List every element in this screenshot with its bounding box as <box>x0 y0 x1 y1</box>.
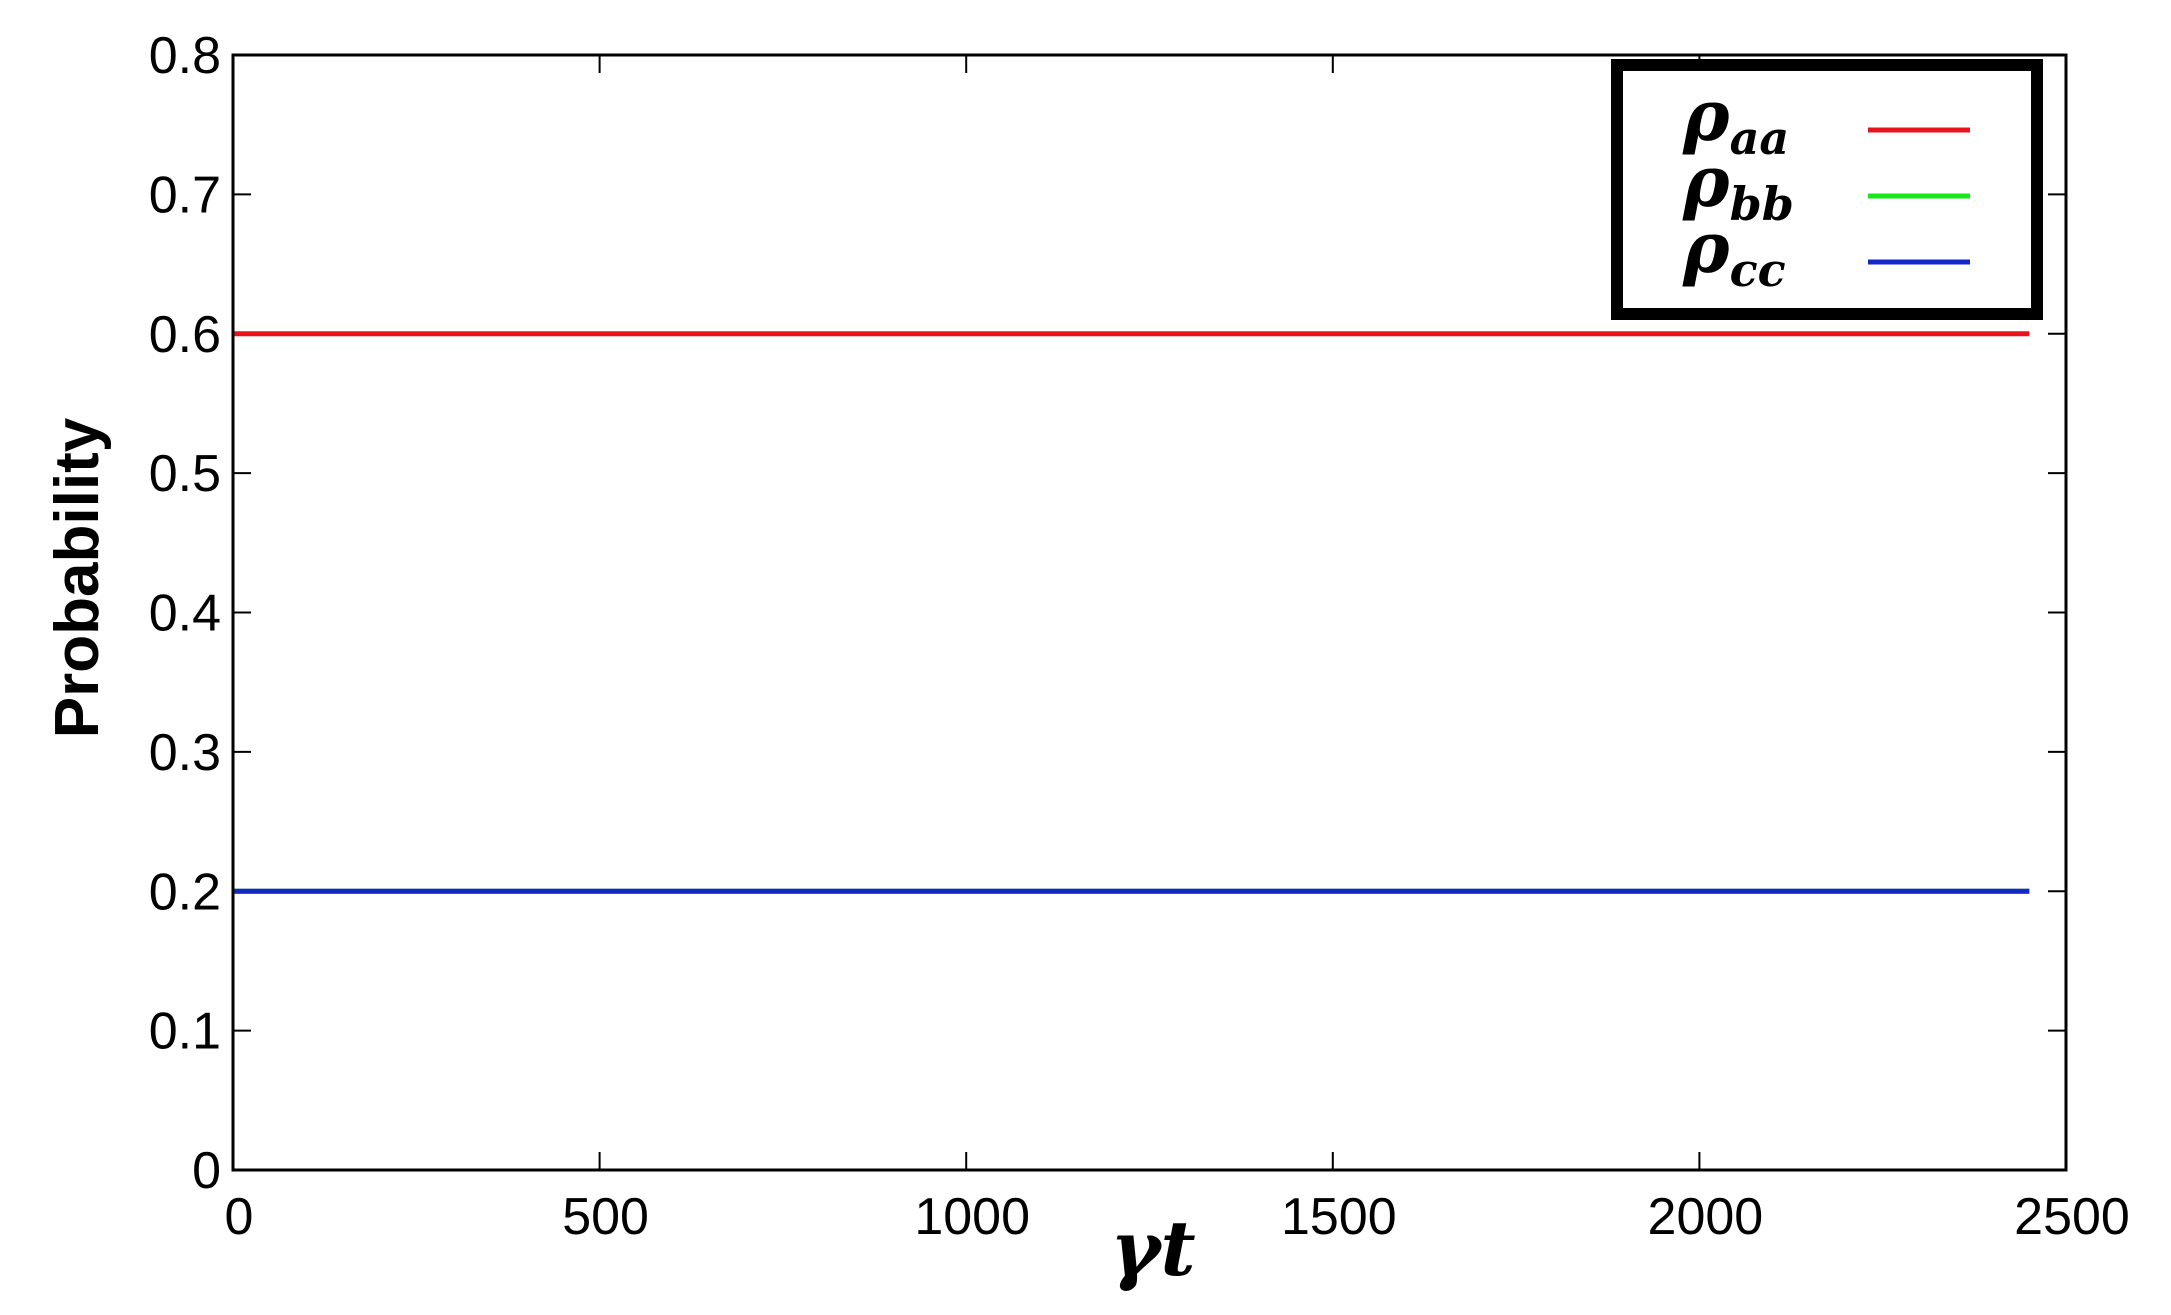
y-tick-label: 0.8 <box>149 27 221 85</box>
legend-label-aa: ρaa <box>1682 74 1789 165</box>
y-tick-label: 0.3 <box>149 724 221 782</box>
y-tick-label: 0.7 <box>149 166 221 224</box>
y-tick-label: 0.5 <box>149 445 221 503</box>
x-tick-label: 2000 <box>1648 1188 1764 1246</box>
y-tick-label: 0.6 <box>149 306 221 364</box>
legend-label-cc: ρcc <box>1682 206 1786 297</box>
x-tick-label: 2500 <box>2014 1188 2130 1246</box>
x-tick-label: 0 <box>225 1188 254 1246</box>
legend-box <box>1611 59 2043 320</box>
x-tick-label: 1500 <box>1281 1188 1397 1246</box>
series-lines <box>233 331 2030 894</box>
legend-label-bb: ρbb <box>1682 140 1794 231</box>
y-tick-label: 0.2 <box>149 863 221 921</box>
y-tick-label: 0.1 <box>149 1003 221 1061</box>
y-tick-label: 0.4 <box>149 585 221 643</box>
x-axis-label: γt <box>1110 1204 1195 1293</box>
tick-labels: 0 500 1000 1500 2000 2500 0 0.1 0.2 0.3 0.4 0.5 0.6 0… <box>149 27 2130 1246</box>
y-axis-label: Probability <box>43 417 112 738</box>
x-tick-label: 500 <box>562 1188 649 1246</box>
x-tick-label: 1000 <box>914 1188 1030 1246</box>
y-tick-label: 0 <box>192 1142 221 1200</box>
plot-frame <box>231 53 2068 1172</box>
